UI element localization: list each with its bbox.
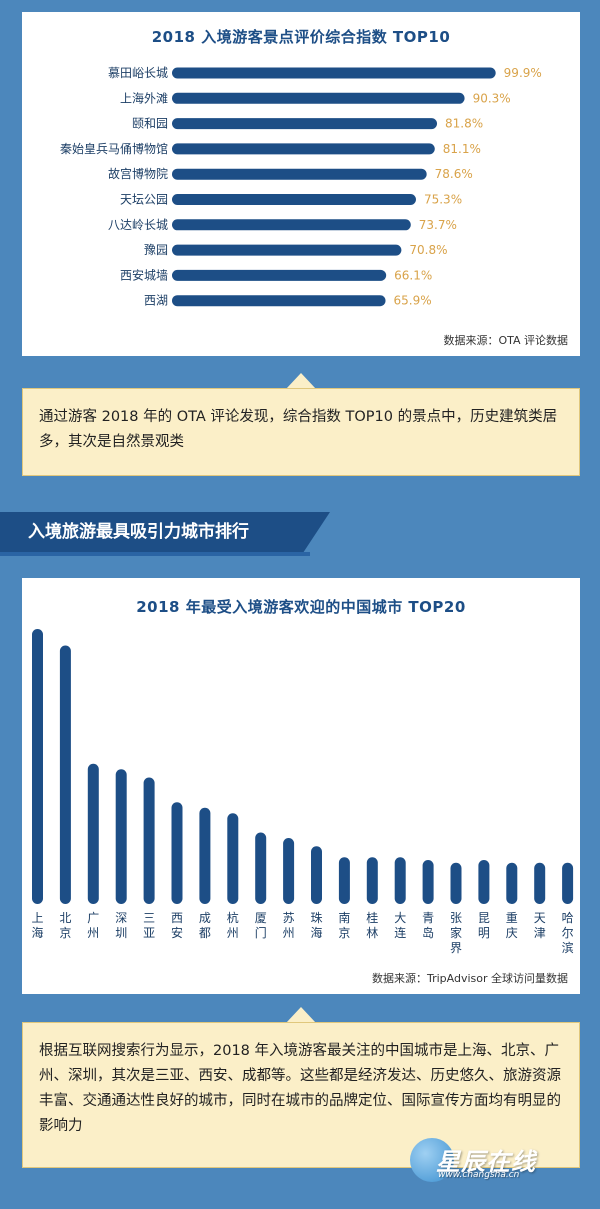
city-bar [534,862,546,904]
city-category-label: 大连 [394,911,406,940]
city-bar [422,860,434,904]
city-bar [199,807,211,904]
attraction-value-label: 90.3% [473,91,511,105]
attraction-bar [172,168,427,180]
city-category-label: 上海 [31,911,43,940]
city-bar [478,860,490,904]
city-category-label: 广州 [87,911,99,940]
city-bar [506,862,518,904]
city-bar [32,629,43,904]
attraction-category-label: 秦始皇兵马俑博物馆 [60,141,168,156]
attraction-bar [172,269,387,281]
attraction-category-label: 西安城墙 [120,267,168,282]
attraction-index-chart-panel: 2018 入境游客景点评价综合指数 TOP10 慕田峪长城 99.9% 上海外滩 90… [22,12,580,356]
attraction-chart-title: 2018 入境游客景点评价综合指数 TOP10 [151,28,451,46]
city-bar [394,857,406,904]
city-bar [338,857,350,904]
attraction-value-label: 70.8% [409,243,447,257]
city-ranking-chart-panel: 2018 年最受入境游客欢迎的中国城市 TOP20 上海 北京 广州 深圳 三亚 西安 成都… [22,578,580,994]
city-bar [450,862,462,904]
city-bar [227,813,239,904]
city-category-label: 深圳 [115,911,127,940]
attraction-bar [172,295,386,307]
city-category-label: 三亚 [143,911,155,940]
attraction-value-label: 99.9% [504,66,542,80]
city-insight-callout: 根据互联网搜索行为显示，2018 年入境游客最关注的中国城市是上海、北京、广州、… [22,1022,580,1168]
city-bar [311,846,322,904]
attraction-bar [172,244,402,256]
city-chart-source: 数据来源：TripAdvisor 全球访问量数据 [371,972,568,985]
city-category-label: 苏州 [283,911,295,940]
attraction-value-label: 65.9% [394,294,432,308]
attraction-category-label: 上海外滩 [120,90,168,105]
callout-pointer [286,373,316,389]
city-category-label: 珠海 [310,911,322,940]
attraction-category-label: 八达岭长城 [108,218,168,232]
attraction-bar [172,219,411,231]
attraction-category-label: 天坛公园 [120,193,168,207]
city-bar [366,857,378,904]
watermark-globe-icon [410,1138,454,1182]
section-header: 入境旅游最具吸引力城市排行 [0,512,330,552]
attraction-value-label: 81.8% [445,117,483,131]
attraction-chart-source: 数据来源：OTA 评论数据 [443,334,568,347]
attraction-bar [172,92,465,104]
city-category-label: 厦门 [255,911,267,940]
city-bar [171,802,183,904]
city-bar [283,838,295,904]
city-category-label: 青岛 [422,911,434,940]
city-chart-title: 2018 年最受入境游客欢迎的中国城市 TOP20 [136,598,466,616]
attraction-value-label: 66.1% [394,268,432,282]
city-category-label: 杭州 [227,910,239,940]
attraction-bar [172,143,435,155]
city-bar [255,832,267,904]
city-bar [143,777,155,904]
attraction-category-label: 故宫博物院 [108,166,168,181]
attraction-value-label: 75.3% [424,193,462,207]
attraction-insight-callout: 通过游客 2018 年的 OTA 评论发现，综合指数 TOP10 的景点中，历史… [22,388,580,476]
city-category-label: 张家界 [450,911,462,955]
city-category-label: 桂林 [366,910,378,940]
city-bar [87,763,99,904]
attraction-bar-chart: 慕田峪长城 99.9% 上海外滩 90.3% 颐和园 81.8% 秦始皇兵马俑博物馆 81.1… [60,66,542,308]
attraction-bar [172,118,438,130]
attraction-bar [172,67,496,79]
watermark-url: www.changsha.cn [438,1170,520,1180]
city-category-label: 成都 [199,911,211,940]
city-category-label: 哈尔滨 [562,911,574,955]
city-category-label: 昆明 [478,911,490,940]
attraction-category-label: 颐和园 [132,117,168,131]
attraction-category-label: 西湖 [144,293,168,308]
callout-pointer [286,1007,316,1023]
attraction-value-label: 78.6% [435,167,473,181]
watermark-text: 星辰在线 [436,1148,536,1176]
attraction-category-label: 慕田峪长城 [108,66,168,80]
attraction-category-label: 豫园 [144,243,168,257]
attraction-value-label: 73.7% [419,218,457,232]
site-watermark-logo: 星辰在线 www.changsha.cn [410,1138,580,1184]
city-bar [115,769,127,904]
attraction-value-label: 81.1% [443,142,481,156]
city-category-label: 西安 [171,911,183,940]
section-header-accent [0,552,310,556]
attraction-bar [172,194,416,205]
city-category-label: 重庆 [506,911,518,940]
city-category-label: 北京 [59,911,71,940]
city-bar [59,645,71,904]
city-bar [562,862,574,904]
city-category-label: 南京 [338,910,350,940]
city-category-label: 天津 [534,911,546,940]
